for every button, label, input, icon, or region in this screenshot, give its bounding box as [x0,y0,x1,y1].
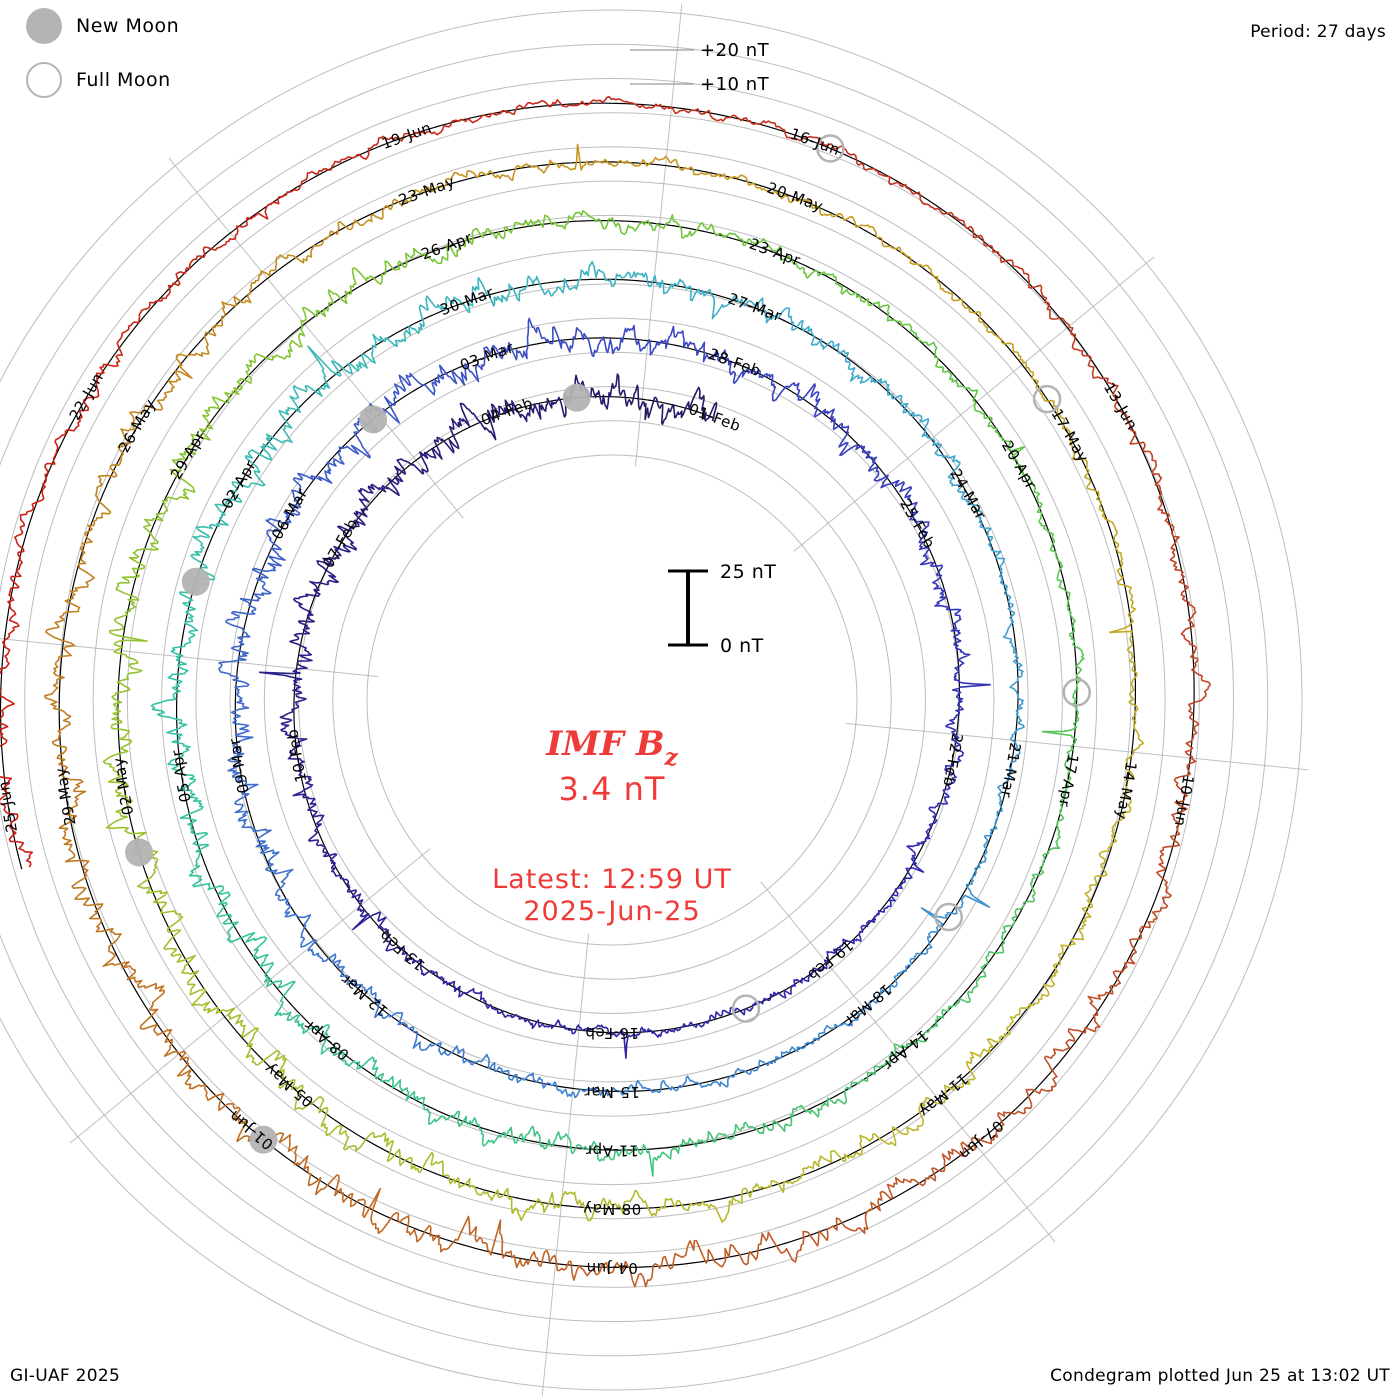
full-moon-marker [1062,678,1092,707]
date-label: 03-Mar [458,338,517,374]
full-moon-marker [731,994,761,1023]
date-label: 16-Jun [788,125,843,160]
date-label: 04-Jun [586,1259,638,1277]
date-label: 10-Jun [1171,774,1198,828]
date-label: 02-May [109,756,137,817]
date-label: 12-Mar [337,970,392,1020]
date-label: 22-Jun [66,370,107,424]
center-value: 3.4 nT [559,770,666,808]
date-label: 14-May [1112,760,1140,821]
legend-item-full-moon: Full Moon [26,62,171,98]
date-label: 09-Mar [225,736,252,794]
moon-markers [125,134,1092,1154]
date-label: 07-Feb [319,515,362,571]
date-label: 23-May [396,172,457,209]
period-text: Period: 27 days [1250,22,1386,42]
radial-grid-rings [0,9,1303,1391]
date-label: 27-Mar [726,289,785,325]
date-label: 10-Feb [283,727,310,783]
date-label: 20-May [765,179,826,216]
new-moon-icon [26,8,62,44]
date-label: 11-May [915,1069,971,1120]
center-readout: IMF Bz 3.4 nT Latest: 12:59 UT 2025-Jun-… [492,724,732,927]
new-moon-marker [181,567,210,596]
date-label: 24-Mar [947,466,991,524]
legend-label-new-moon: New Moon [76,15,180,37]
date-label: 04-Feb [479,394,536,429]
date-label: 15-Mar [584,1083,640,1101]
new-moon-marker [249,1125,278,1154]
date-label: 02-Apr [218,457,260,512]
new-moon-marker [125,838,154,867]
date-label: 14-Apr [879,1026,932,1074]
scale-top-label: 25 nT [720,561,776,583]
date-label: 25-Feb [896,496,939,552]
legend-item-new-moon: New Moon [26,8,179,44]
date-label: 19-Jun [379,118,434,153]
date-label: 13-Jun [1100,379,1141,433]
bz-trace [0,95,1212,1288]
date-label: 17-Apr [1055,753,1082,809]
date-label: 08-Apr [300,1016,353,1064]
scale-bottom-label: 0 nT [720,635,764,657]
amplitude-scale-bar: 25 nT 0 nT [668,561,776,657]
date-label: 22-Feb [939,732,966,788]
center-latest-time: Latest: 12:59 UT [492,864,732,895]
ring-value-labels: +20 nT +10 nT [630,40,770,95]
date-label: 30-Mar [438,283,497,319]
center-latest-date: 2025-Jun-25 [523,896,700,927]
date-label: 08-May [583,1200,642,1218]
credit-text: GI-UAF 2025 [10,1366,121,1386]
date-label: 11-Apr [585,1142,638,1160]
full-moon-marker [1032,384,1062,414]
date-label: 18-Mar [841,980,896,1030]
date-label: 06-Mar [268,485,312,543]
full-moon-marker [816,134,845,163]
date-label: 05-May [261,1059,317,1110]
plotted-timestamp: Condegram plotted Jun 25 at 13:02 UT [1050,1366,1390,1386]
date-label: 16-Feb [585,1024,639,1042]
full-moon-icon [26,62,62,98]
new-moon-marker [359,405,388,434]
date-label: 23-Apr [747,235,803,270]
date-label: 29-Apr [167,427,209,482]
legend-label-full-moon: Full Moon [76,69,171,91]
ring-label: +10 nT [700,74,770,95]
radial-grid-spokes [0,3,1309,1397]
full-moon-marker [934,902,964,932]
date-label: 26-May [115,396,160,456]
center-title: IMF Bz [545,724,678,771]
new-moon-marker [562,383,591,412]
date-label: 20-Apr [998,437,1040,492]
ring-label: +20 nT [700,40,770,61]
date-label: 21-Mar [997,741,1024,799]
date-label: 25-Jun [0,780,21,834]
date-label: 19-Feb [804,936,857,985]
